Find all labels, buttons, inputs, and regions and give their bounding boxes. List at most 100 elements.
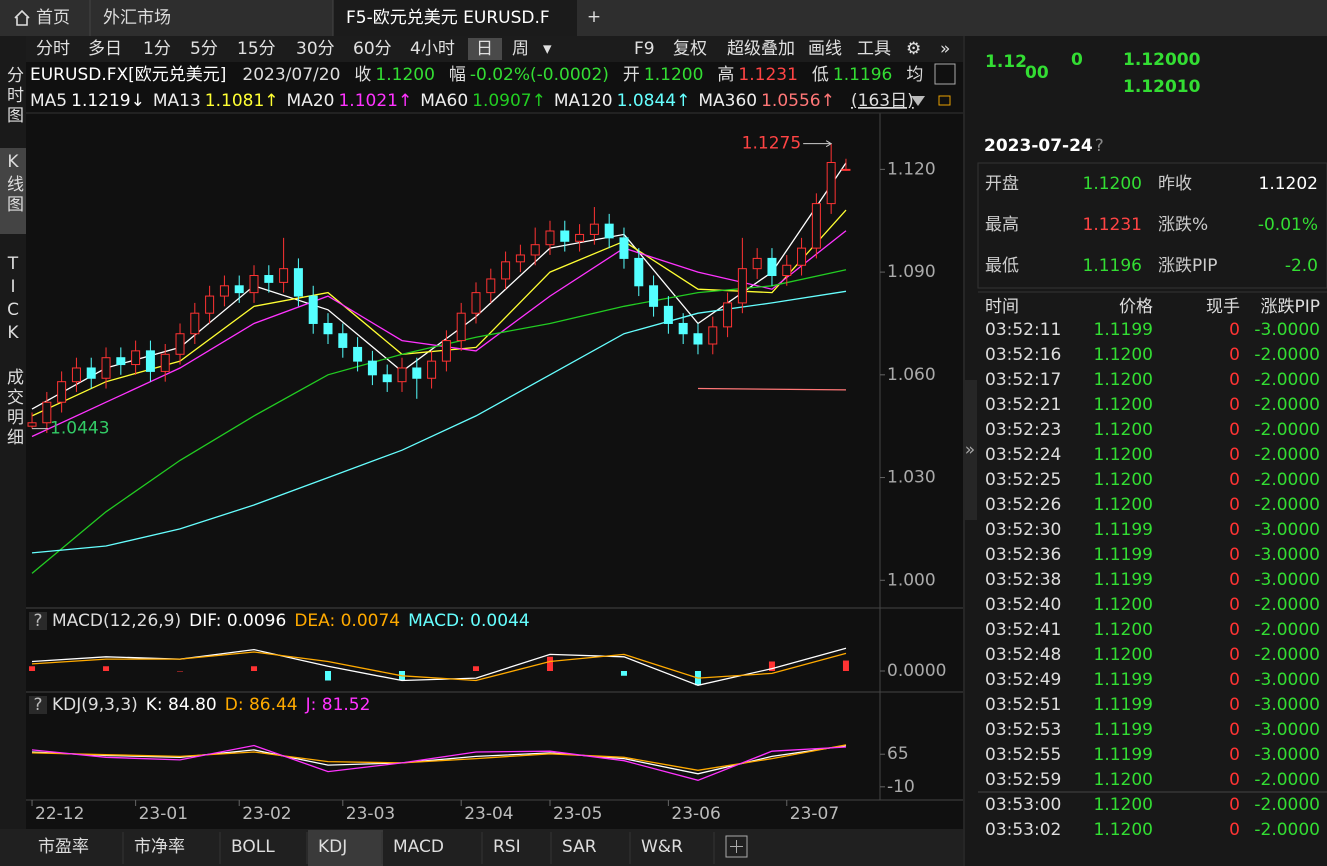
table-cell: 1.1200 bbox=[1094, 345, 1153, 365]
collapse-icon[interactable]: » bbox=[965, 440, 975, 460]
indicator-tab[interactable]: BOLL bbox=[231, 837, 275, 857]
period-button[interactable]: 日 bbox=[476, 39, 493, 59]
table-cell: 1.1199 bbox=[1094, 745, 1153, 765]
quote-date: 2023-07-24 bbox=[984, 136, 1093, 156]
candle-body bbox=[841, 168, 851, 171]
help-icon[interactable] bbox=[29, 612, 47, 630]
table-cell: -3.0000 bbox=[1254, 720, 1320, 740]
period-active[interactable] bbox=[468, 38, 502, 60]
table-cell: 03:52:24 bbox=[985, 445, 1061, 465]
period-button[interactable]: 60分 bbox=[353, 39, 392, 59]
annotation: 1.1275 bbox=[742, 134, 801, 154]
indicator-tab[interactable]: SAR bbox=[562, 837, 597, 857]
tool-button[interactable]: 工具 bbox=[857, 39, 891, 59]
indicator-tab[interactable]: RSI bbox=[493, 837, 521, 857]
ma-period[interactable]: (163日) bbox=[851, 91, 914, 111]
help-icon-text[interactable]: ? bbox=[33, 695, 42, 715]
sidebar-active bbox=[0, 148, 26, 234]
info-value: 1.1196 bbox=[833, 65, 892, 85]
period-button[interactable]: 30分 bbox=[296, 39, 335, 59]
candle-body bbox=[589, 223, 599, 235]
sidebar-tab[interactable]: TICK bbox=[3, 254, 23, 346]
candle-body bbox=[752, 257, 762, 270]
table-cell: 1.1200 bbox=[1094, 370, 1153, 390]
candle-body bbox=[501, 261, 511, 280]
sidebar-tab[interactable]: 分时图 bbox=[3, 66, 24, 126]
indicator-tab[interactable]: 市净率 bbox=[134, 837, 185, 857]
candle-body bbox=[234, 285, 244, 294]
candle-body bbox=[353, 346, 363, 362]
table-cell: 03:52:17 bbox=[985, 370, 1061, 390]
table-cell: 0 bbox=[1229, 670, 1240, 690]
tab-home[interactable]: 首页 bbox=[36, 8, 70, 28]
collapse-handle[interactable] bbox=[963, 380, 977, 520]
tab-add[interactable]: + bbox=[587, 7, 601, 27]
table-cell: -2.0000 bbox=[1254, 345, 1320, 365]
ma-name: MA60 bbox=[420, 91, 468, 111]
help-icon-text[interactable]: ? bbox=[33, 611, 42, 631]
candle-body bbox=[205, 295, 215, 314]
tab-active[interactable]: F5-欧元兑美元 EURUSD.F bbox=[346, 8, 550, 28]
table-cell: 1.1199 bbox=[1094, 520, 1153, 540]
table-cell: 0 bbox=[1229, 595, 1240, 615]
tool-button[interactable]: 画线 bbox=[808, 39, 842, 59]
stat-value: 1.1202 bbox=[1259, 174, 1318, 194]
ma-value: 1.1021↑ bbox=[338, 91, 412, 111]
table-cell: 1.1200 bbox=[1094, 470, 1153, 490]
help-icon[interactable]: ? bbox=[1095, 136, 1104, 156]
period-button[interactable]: 周 bbox=[512, 39, 529, 59]
tool-button[interactable]: » bbox=[940, 39, 950, 59]
date: 2023/07/20 bbox=[242, 65, 340, 85]
table-cell: 0 bbox=[1229, 820, 1240, 840]
stat-label: 昨收 bbox=[1158, 174, 1192, 194]
quote-ask: 1.12010 bbox=[1123, 77, 1201, 97]
table-cell: 0 bbox=[1229, 420, 1240, 440]
stat-value: -2.0 bbox=[1285, 256, 1318, 276]
quote-bid: 1.12000 bbox=[1123, 50, 1201, 70]
active-tab[interactable] bbox=[333, 0, 577, 36]
help-icon[interactable] bbox=[29, 696, 47, 714]
add-indicator-icon[interactable] bbox=[730, 840, 743, 853]
tool-button[interactable]: ⚙ bbox=[906, 39, 921, 59]
table-cell: -2.0000 bbox=[1254, 445, 1320, 465]
ma-value: 1.1081↑ bbox=[205, 91, 279, 111]
tool-button[interactable]: 复权 bbox=[673, 39, 707, 59]
table-cell: 03:52:51 bbox=[985, 695, 1061, 715]
period-button[interactable]: ▾ bbox=[543, 39, 552, 59]
period-button[interactable]: 分时 bbox=[36, 39, 70, 59]
candle-body bbox=[486, 278, 496, 294]
ma-value: 1.0844↑ bbox=[617, 91, 691, 111]
sidebar-tab[interactable]: K线图 bbox=[3, 152, 24, 215]
layout-icon[interactable] bbox=[934, 63, 956, 85]
indicator-tab-active[interactable] bbox=[308, 830, 383, 866]
stat-label: 涨跌% bbox=[1158, 215, 1208, 235]
candle-body bbox=[116, 357, 126, 366]
add-indicator[interactable] bbox=[725, 835, 748, 858]
period-button[interactable]: 5分 bbox=[190, 39, 218, 59]
candle-body bbox=[160, 353, 170, 372]
period-button[interactable]: 多日 bbox=[88, 39, 122, 59]
table-cell: 03:52:11 bbox=[985, 320, 1061, 340]
macd-bar bbox=[29, 666, 36, 671]
sidebar-tab[interactable]: 成交明细 bbox=[3, 368, 24, 448]
candle-body bbox=[441, 340, 451, 362]
period-button[interactable]: 1分 bbox=[143, 39, 171, 59]
period-button[interactable]: 15分 bbox=[237, 39, 276, 59]
indicator-tab[interactable]: MACD bbox=[393, 837, 444, 857]
dropdown-icon[interactable] bbox=[911, 96, 925, 106]
candle-body bbox=[42, 401, 52, 424]
table-cell: 1.1199 bbox=[1094, 545, 1153, 565]
home-icon[interactable] bbox=[14, 9, 30, 26]
lock-icon[interactable] bbox=[938, 95, 951, 106]
candle-body bbox=[57, 381, 67, 403]
tool-button[interactable]: F9 bbox=[634, 39, 655, 59]
indicator-tab[interactable]: KDJ bbox=[318, 837, 347, 857]
period-button[interactable]: 4小时 bbox=[410, 39, 455, 59]
indicator-tab[interactable]: 市盈率 bbox=[38, 837, 89, 857]
x-tick-label: 23-07 bbox=[790, 804, 839, 824]
info-value: 1.1200 bbox=[644, 65, 703, 85]
tab-market[interactable]: 外汇市场 bbox=[103, 8, 171, 28]
table-cell: 03:52:23 bbox=[985, 420, 1061, 440]
indicator-tab[interactable]: W&R bbox=[641, 837, 683, 857]
tool-button[interactable]: 超级叠加 bbox=[727, 39, 795, 59]
